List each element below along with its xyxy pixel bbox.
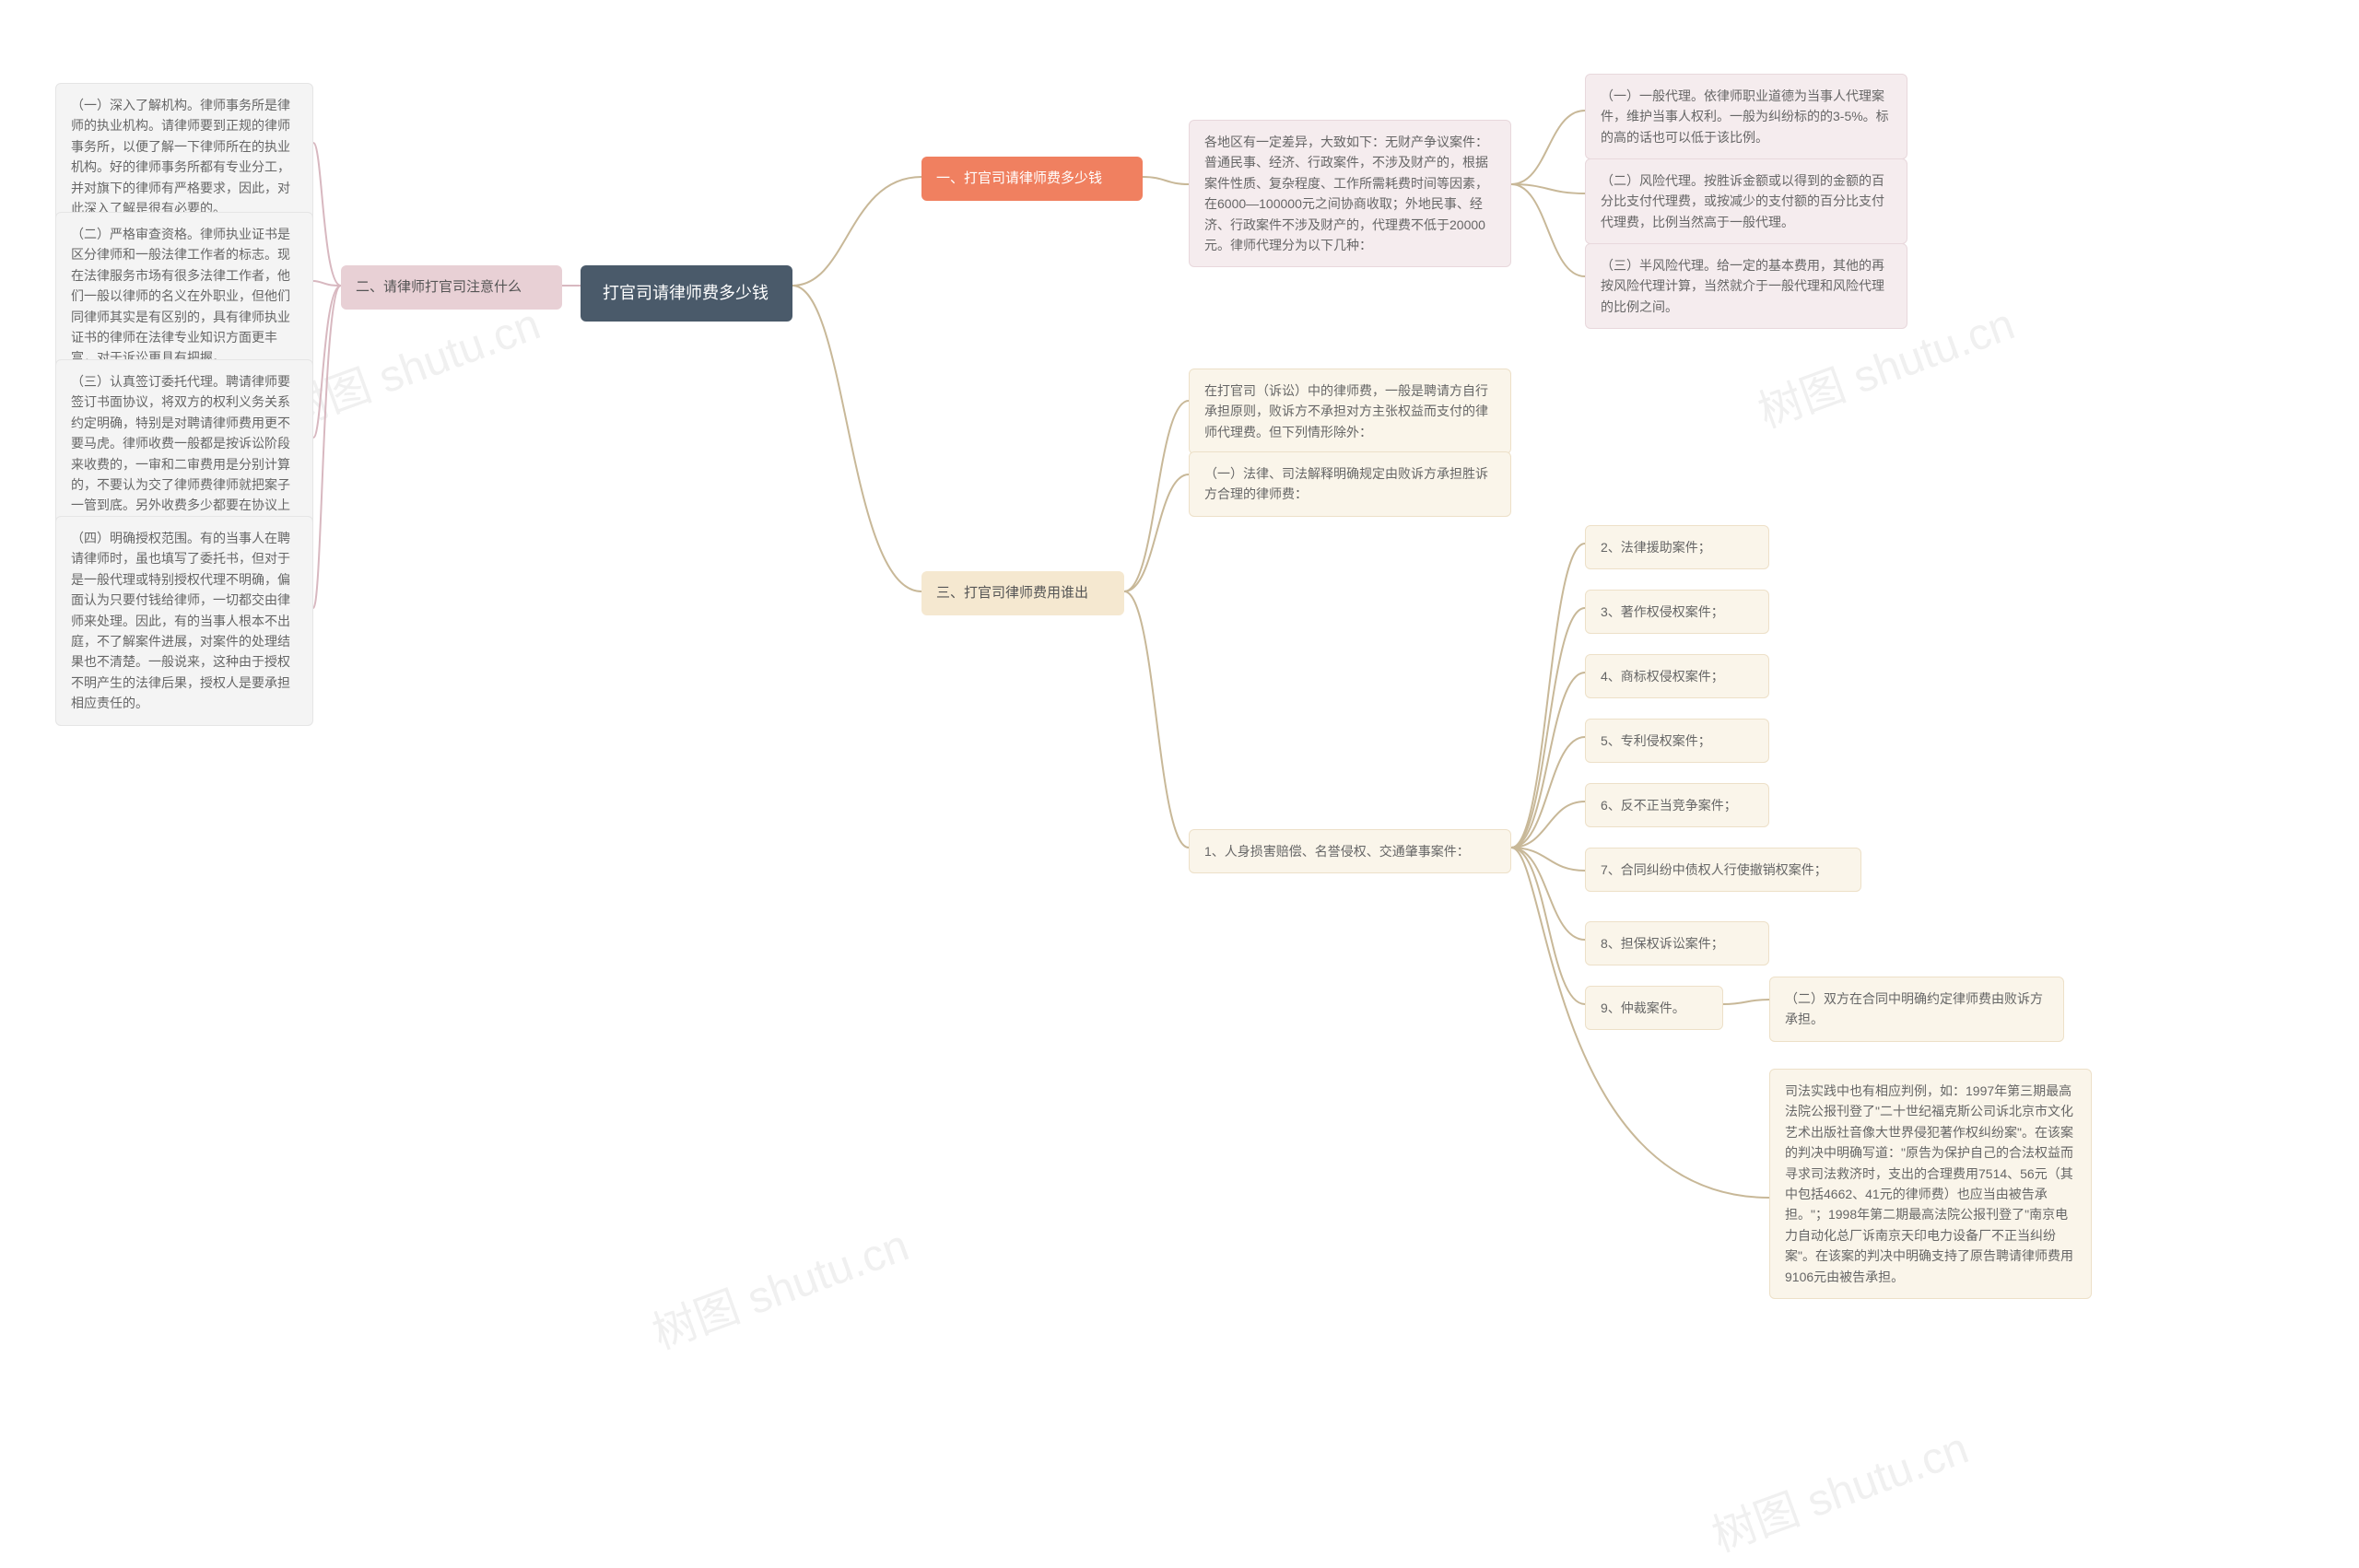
root-node[interactable]: 打官司请律师费多少钱 (581, 265, 792, 322)
s3-case1-item-9[interactable]: 9、仲裁案件。 (1585, 986, 1723, 1030)
s1-item-2[interactable]: （二）风险代理。按胜诉金额或以得到的金额的百分比支付代理费，或按减少的支付额的百… (1585, 158, 1907, 244)
s3-case1-item-5[interactable]: 5、专利侵权案件； (1585, 719, 1769, 763)
s1-item-3[interactable]: （三）半风险代理。给一定的基本费用，其他的再按风险代理计算，当然就介于一般代理和… (1585, 243, 1907, 329)
watermark: 树图 shutu.cn (642, 1209, 916, 1361)
s3-case1-item-2[interactable]: 2、法律援助案件； (1585, 525, 1769, 569)
s1-item-1[interactable]: （一）一般代理。依律师职业道德为当事人代理案件，维护当事人权利。一般为纠纷标的的… (1585, 74, 1907, 159)
section-2[interactable]: 二、请律师打官司注意什么 (341, 265, 562, 310)
section-1[interactable]: 一、打官司请律师费多少钱 (921, 157, 1143, 201)
s3-case1-item-7[interactable]: 7、合同纠纷中债权人行使撤销权案件； (1585, 848, 1861, 892)
s3-practice[interactable]: 司法实践中也有相应判例，如：1997年第三期最高法院公报刊登了"二十世纪福克斯公… (1769, 1069, 2092, 1299)
s1-detail[interactable]: 各地区有一定差异，大致如下：无财产争议案件：普通民事、经济、行政案件，不涉及财产… (1189, 120, 1511, 267)
watermark: 树图 shutu.cn (1702, 1411, 1976, 1563)
section-3[interactable]: 三、打官司律师费用谁出 (921, 571, 1124, 615)
s2-item-2[interactable]: （二）严格审查资格。律师执业证书是区分律师和一般法律工作者的标志。现在法律服务市… (55, 212, 313, 380)
s3-case1[interactable]: 1、人身损害赔偿、名誉侵权、交通肇事案件： (1189, 829, 1511, 873)
watermark: 树图 shutu.cn (274, 287, 547, 439)
s3-case1-item-3[interactable]: 3、著作权侵权案件； (1585, 590, 1769, 634)
s2-item-4[interactable]: （四）明确授权范围。有的当事人在聘请律师时，虽也填写了委托书，但对于是一般代理或… (55, 516, 313, 726)
s3-case9-sub[interactable]: （二）双方在合同中明确约定律师费由败诉方承担。 (1769, 977, 2064, 1042)
s2-item-1[interactable]: （一）深入了解机构。律师事务所是律师的执业机构。请律师要到正规的律师事务所，以便… (55, 83, 313, 230)
s3-case1-item-6[interactable]: 6、反不正当竞争案件； (1585, 783, 1769, 827)
connector-lines (0, 0, 2359, 1568)
s3-intro-1[interactable]: 在打官司（诉讼）中的律师费，一般是聘请方自行承担原则，败诉方不承担对方主张权益而… (1189, 369, 1511, 454)
s3-case1-item-4[interactable]: 4、商标权侵权案件； (1585, 654, 1769, 698)
s3-intro-2[interactable]: （一）法律、司法解释明确规定由败诉方承担胜诉方合理的律师费： (1189, 451, 1511, 517)
s3-case1-item-8[interactable]: 8、担保权诉讼案件； (1585, 921, 1769, 965)
